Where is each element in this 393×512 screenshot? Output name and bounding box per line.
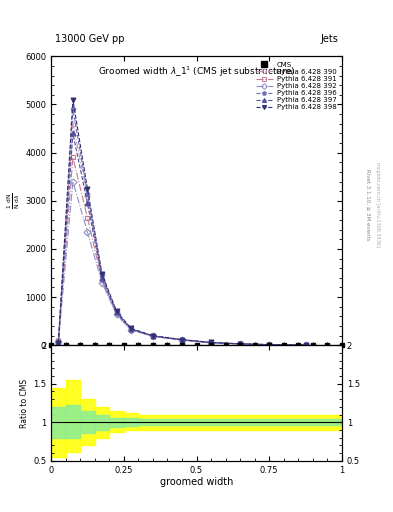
- Pythia 6.428 397: [151, 333, 155, 339]
- Pythia 6.428 392: [85, 229, 90, 235]
- Pythia 6.428 397: [85, 200, 90, 206]
- Pythia 6.428 391: [180, 337, 184, 343]
- Pythia 6.428 391: [303, 342, 308, 348]
- Pythia 6.428 391: [71, 155, 75, 161]
- Pythia 6.428 392: [180, 337, 184, 343]
- Pythia 6.428 398: [56, 340, 61, 346]
- Pythia 6.428 396: [238, 341, 242, 347]
- Y-axis label: Ratio to CMS: Ratio to CMS: [20, 378, 29, 428]
- Pythia 6.428 396: [71, 106, 75, 112]
- Pythia 6.428 398: [209, 339, 213, 346]
- Pythia 6.428 392: [114, 311, 119, 317]
- Pythia 6.428 396: [56, 339, 61, 345]
- Pythia 6.428 392: [100, 280, 105, 286]
- Pythia 6.428 396: [209, 339, 213, 346]
- Pythia 6.428 392: [71, 179, 75, 185]
- Pythia 6.428 391: [56, 338, 61, 345]
- Pythia 6.428 396: [129, 326, 134, 332]
- Pythia 6.428 396: [100, 272, 105, 279]
- Text: mcplots.cern.ch [arXiv:1306.3436]: mcplots.cern.ch [arXiv:1306.3436]: [375, 162, 380, 247]
- Line: Pythia 6.428 397: Pythia 6.428 397: [56, 131, 308, 348]
- Text: Groomed width $\lambda\_1^1$ (CMS jet substructure): Groomed width $\lambda\_1^1$ (CMS jet su…: [98, 65, 295, 79]
- Pythia 6.428 391: [238, 341, 242, 347]
- Line: Pythia 6.428 398: Pythia 6.428 398: [56, 97, 308, 348]
- Pythia 6.428 391: [114, 311, 119, 317]
- Pythia 6.428 390: [100, 277, 105, 283]
- Pythia 6.428 390: [303, 342, 308, 348]
- Pythia 6.428 398: [151, 333, 155, 339]
- Pythia 6.428 397: [180, 337, 184, 343]
- Pythia 6.428 390: [114, 311, 119, 317]
- Pythia 6.428 392: [238, 341, 242, 347]
- Pythia 6.428 398: [114, 308, 119, 314]
- Pythia 6.428 390: [209, 339, 213, 346]
- Pythia 6.428 398: [303, 342, 308, 348]
- Pythia 6.428 390: [56, 337, 61, 344]
- Legend: CMS, Pythia 6.428 390, Pythia 6.428 391, Pythia 6.428 392, Pythia 6.428 396, Pyt: CMS, Pythia 6.428 390, Pythia 6.428 391,…: [254, 60, 338, 112]
- Pythia 6.428 392: [303, 342, 308, 348]
- Line: Pythia 6.428 391: Pythia 6.428 391: [56, 155, 308, 348]
- Pythia 6.428 390: [151, 333, 155, 339]
- Pythia 6.428 390: [267, 342, 272, 348]
- Pythia 6.428 391: [151, 333, 155, 339]
- Pythia 6.428 397: [56, 339, 61, 346]
- Pythia 6.428 392: [129, 327, 134, 333]
- Pythia 6.428 398: [129, 326, 134, 332]
- Pythia 6.428 398: [267, 342, 272, 348]
- Pythia 6.428 397: [71, 130, 75, 136]
- Y-axis label: $\frac{1}{\mathrm{N}}\,\frac{\mathrm{d}\mathrm{N}}{\mathrm{d}\lambda}$: $\frac{1}{\mathrm{N}}\,\frac{\mathrm{d}\…: [6, 193, 22, 209]
- Pythia 6.428 392: [267, 342, 272, 348]
- Pythia 6.428 398: [180, 336, 184, 343]
- Text: Rivet 3.1.10, ≥ 3M events: Rivet 3.1.10, ≥ 3M events: [365, 169, 370, 241]
- Pythia 6.428 392: [151, 333, 155, 339]
- Pythia 6.428 391: [209, 339, 213, 346]
- Pythia 6.428 391: [85, 215, 90, 221]
- Pythia 6.428 396: [303, 342, 308, 348]
- Pythia 6.428 397: [100, 275, 105, 281]
- Pythia 6.428 398: [85, 186, 90, 192]
- Pythia 6.428 390: [129, 327, 134, 333]
- Line: Pythia 6.428 392: Pythia 6.428 392: [56, 179, 308, 348]
- Line: Pythia 6.428 396: Pythia 6.428 396: [56, 107, 308, 348]
- Pythia 6.428 390: [238, 341, 242, 347]
- Pythia 6.428 397: [303, 342, 308, 348]
- Pythia 6.428 391: [267, 342, 272, 348]
- Pythia 6.428 398: [238, 340, 242, 347]
- Pythia 6.428 398: [71, 97, 75, 103]
- Line: Pythia 6.428 390: Pythia 6.428 390: [56, 121, 308, 348]
- Pythia 6.428 390: [85, 193, 90, 199]
- Pythia 6.428 398: [100, 271, 105, 277]
- Pythia 6.428 391: [100, 277, 105, 283]
- Pythia 6.428 390: [71, 121, 75, 127]
- Pythia 6.428 396: [114, 309, 119, 315]
- Text: Jets: Jets: [320, 33, 338, 44]
- Pythia 6.428 396: [267, 342, 272, 348]
- Pythia 6.428 390: [180, 337, 184, 343]
- Pythia 6.428 391: [129, 327, 134, 333]
- Pythia 6.428 397: [114, 309, 119, 315]
- Pythia 6.428 396: [180, 337, 184, 343]
- Text: 13000 GeV pp: 13000 GeV pp: [55, 33, 125, 44]
- Pythia 6.428 396: [85, 190, 90, 197]
- Pythia 6.428 396: [151, 333, 155, 339]
- Pythia 6.428 397: [129, 326, 134, 332]
- X-axis label: groomed width: groomed width: [160, 477, 233, 487]
- Pythia 6.428 397: [209, 339, 213, 346]
- Pythia 6.428 392: [209, 339, 213, 346]
- Pythia 6.428 397: [238, 341, 242, 347]
- Pythia 6.428 392: [56, 339, 61, 345]
- Pythia 6.428 397: [267, 342, 272, 348]
